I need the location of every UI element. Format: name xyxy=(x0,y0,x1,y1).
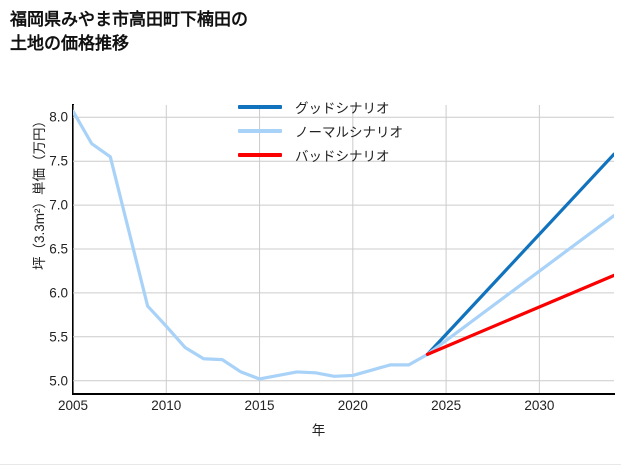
chart-title: 福岡県みやま市高田町下楠田の 土地の価格推移 xyxy=(10,10,248,54)
x-tick-label: 2025 xyxy=(431,398,462,413)
y-tick-label: 7.0 xyxy=(49,197,68,213)
legend-item-bad[interactable]: バッドシナリオ xyxy=(238,143,468,167)
legend-swatch-bad xyxy=(238,153,282,157)
legend-swatch-good xyxy=(238,105,282,109)
x-axis-spine xyxy=(72,393,615,395)
chart-plot-svg xyxy=(73,105,614,393)
y-tick-label: 5.5 xyxy=(49,329,68,345)
legend-item-normal[interactable]: ノーマルシナリオ xyxy=(238,119,468,143)
x-tick-label: 2015 xyxy=(244,398,275,413)
history-line xyxy=(73,109,430,381)
plot-area xyxy=(73,105,614,393)
legend-item-good[interactable]: グッドシナリオ xyxy=(238,95,468,119)
series-line-normal xyxy=(425,214,614,356)
series-line-bad xyxy=(425,273,614,356)
legend-label-bad: バッドシナリオ xyxy=(295,149,390,164)
x-axis-label: 年 xyxy=(0,419,621,439)
y-tick-label: 7.5 xyxy=(49,153,68,169)
series-lines xyxy=(73,109,614,381)
x-axis-label-text: 年 xyxy=(311,423,326,438)
x-tick-label: 2020 xyxy=(337,398,368,413)
y-tick-label: 6.0 xyxy=(49,285,68,301)
y-tick-label: 5.0 xyxy=(49,373,68,389)
legend-label-normal: ノーマルシナリオ xyxy=(295,125,403,140)
y-tick-label: 8.0 xyxy=(49,109,68,125)
chart-legend: グッドシナリオ ノーマルシナリオ バッドシナリオ xyxy=(238,95,468,167)
series-line-good xyxy=(425,152,614,356)
y-axis-tick-labels: 5.0 5.5 6.0 6.5 7.0 7.5 8.0 xyxy=(0,0,68,465)
x-tick-label: 2005 xyxy=(57,398,89,413)
y-axis-label: 坪（3.3m²）単価（万円） xyxy=(32,114,47,271)
legend-label-good: グッドシナリオ xyxy=(295,101,390,116)
legend-swatch-normal xyxy=(238,129,282,133)
x-tick-label: 2030 xyxy=(524,398,555,413)
y-tick-label: 6.5 xyxy=(49,241,68,257)
x-tick-label: 2010 xyxy=(151,398,182,413)
